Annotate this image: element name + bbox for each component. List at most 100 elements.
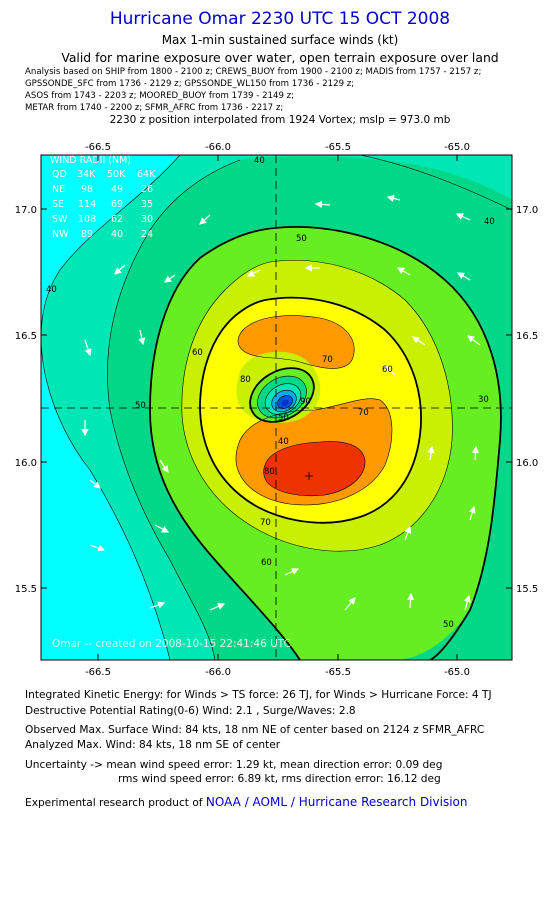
contour-label: 60 (261, 558, 272, 568)
lat-tick-label: 16.5 (516, 331, 538, 342)
plot-frame (40, 154, 513, 661)
contour-label: 50 (296, 234, 307, 244)
wind-radii-cell: 98 (81, 184, 93, 195)
wind-arrow (154, 524, 170, 533)
wind-radii-cell: 26 (141, 184, 153, 195)
contour-label: 60 (192, 348, 203, 358)
contour-labels: 40 40 40 50 50 50 50 60 60 60 70 70 70 8… (46, 156, 495, 630)
wind-radii-cell: NE (52, 184, 65, 195)
wind-arrow (114, 264, 126, 275)
lon-tick-label: -66.5 (85, 142, 111, 153)
wind-radii-cell: 35 (141, 199, 153, 210)
wind-radii-cell: 62 (111, 214, 123, 225)
latitude-labels-left: 17.0 16.5 16.0 15.5 (15, 205, 37, 595)
lat-tick-label: 17.0 (15, 205, 37, 216)
wind-radii-row: NW 89 40 24 (52, 229, 153, 240)
wind-radii-cell: 24 (141, 229, 153, 240)
wind-radii-title: WIND RADII (NM) (50, 155, 131, 166)
contour-label: 40 (46, 285, 57, 295)
wind-radii-cell: 69 (111, 199, 123, 210)
source-line-4: METAR from 1740 - 2200 z; SFMR_AFRC from… (25, 103, 284, 113)
credit-prefix: Experimental research product of (25, 797, 203, 809)
map-title: Hurricane Omar 2230 UTC 15 OCT 2008 (109, 9, 451, 29)
source-line-1: Analysis based on SHIP from 1800 - 2100 … (25, 67, 482, 77)
wind-arrow (463, 594, 471, 611)
wind-radii-header-cell: 64K (137, 169, 156, 180)
wind-radii-cell: 40 (111, 229, 123, 240)
wind-arrow (396, 267, 411, 276)
wind-radii-cell: 108 (78, 214, 96, 225)
contour-label: 80 (264, 467, 275, 477)
analyzed-max-wind: Analyzed Max. Wind: 84 kts, 18 nm SE of … (25, 739, 281, 751)
lon-tick-label: -66.0 (205, 142, 231, 153)
position-note: 2230 z position interpolated from 1924 V… (109, 114, 451, 126)
map-subtitle-exposure: Valid for marine exposure over water, op… (61, 50, 499, 65)
wind-radii-header: QD 34K 50K 64K (52, 169, 156, 180)
uncertainty-line-1: Uncertainty -> mean wind speed error: 1.… (25, 759, 443, 771)
lon-tick-label: -65.5 (325, 667, 351, 678)
contour-label: 70 (260, 518, 271, 528)
wind-arrow (84, 339, 92, 357)
wind-radii-cell: SE (52, 199, 64, 210)
wind-arrow (404, 525, 412, 541)
lon-tick-label: -66.5 (85, 667, 111, 678)
wind-arrow (209, 603, 226, 611)
wind-arrow (89, 544, 106, 552)
wind-radii-header-cell: QD (52, 169, 67, 180)
wind-radii-cell: 114 (78, 199, 96, 210)
contour-label: 50 (278, 413, 289, 423)
lon-tick-label: -65.0 (444, 142, 470, 153)
wind-arrow (412, 336, 426, 346)
contour-label: 60 (382, 365, 393, 375)
wind-radii-cell: 49 (111, 184, 123, 195)
wind-radii-header-cell: 50K (107, 169, 126, 180)
wind-arrow (455, 213, 471, 221)
longitude-labels-top: -66.5 -66.0 -65.5 -65.0 (85, 142, 470, 153)
wind-arrow (314, 200, 331, 209)
contour-label: 40 (278, 437, 289, 447)
thick-contours (149, 225, 502, 660)
contour-label: 50 (443, 620, 454, 630)
wind-radii-header-cell: 34K (77, 169, 96, 180)
wind-arrow (164, 274, 176, 283)
wind-arrow (456, 272, 471, 281)
lat-tick-label: 15.5 (15, 584, 37, 595)
map-subtitle-wind: Max 1-min sustained surface winds (kt) (161, 33, 399, 47)
ike-line: Integrated Kinetic Energy: for Winds > T… (25, 689, 492, 701)
wind-radii-cell: 89 (81, 229, 93, 240)
wind-field-map: 40 40 40 50 50 50 50 60 60 60 70 70 70 8… (15, 142, 539, 678)
lat-tick-label: 17.0 (516, 205, 538, 216)
wind-arrow (284, 568, 300, 576)
lat-tick-label: 15.5 (516, 584, 538, 595)
wind-arrow (386, 194, 401, 202)
contour-label: 90 (300, 397, 311, 407)
lat-tick-label: 16.5 (15, 331, 37, 342)
wind-arrow (344, 597, 356, 611)
wind-radii-table: WIND RADII (NM) QD 34K 50K 64K NE 98 49 … (50, 155, 156, 240)
eye-center (281, 399, 289, 407)
longitude-labels-bottom: -66.5 -66.0 -65.5 -65.0 (85, 667, 470, 678)
contour-label: 70 (358, 408, 369, 418)
contour-label: 40 (254, 156, 265, 166)
credit-org-link[interactable]: NOAA / AOML / Hurricane Research Divisio… (205, 795, 468, 809)
contour-label: 40 (484, 217, 495, 227)
wind-contours: 40 40 40 50 50 50 50 60 60 60 70 70 70 8… (41, 155, 512, 660)
source-line-2: GPSSONDE_SFC from 1736 - 2129 z; GPSSOND… (25, 79, 355, 89)
max-wind-marker (305, 472, 313, 480)
observed-max-wind: Observed Max. Surface Wind: 84 kts, 18 n… (25, 724, 485, 736)
band-90-south (263, 441, 366, 496)
credit-line: Experimental research product of NOAA / … (25, 795, 467, 809)
source-line-3: ASOS from 1743 - 2203 z; MOORED_BUOY fro… (25, 91, 295, 101)
contour-label: 70 (322, 355, 333, 365)
wind-arrow (246, 269, 261, 277)
wind-radii-row: NE 98 49 26 (52, 184, 153, 195)
lat-tick-label: 16.0 (15, 458, 37, 469)
wind-radii-cell: SW (52, 214, 68, 225)
wind-arrow (471, 445, 480, 461)
wind-radii-row: SE 114 69 35 (52, 199, 153, 210)
latitude-labels-right: 17.0 16.5 16.0 15.5 (516, 205, 538, 595)
thin-contours (41, 155, 512, 660)
uncertainty-line-2: rms wind speed error: 6.89 kt, rms direc… (118, 773, 441, 785)
wind-arrow (383, 365, 396, 376)
lat-tick-label: 16.0 (516, 458, 538, 469)
